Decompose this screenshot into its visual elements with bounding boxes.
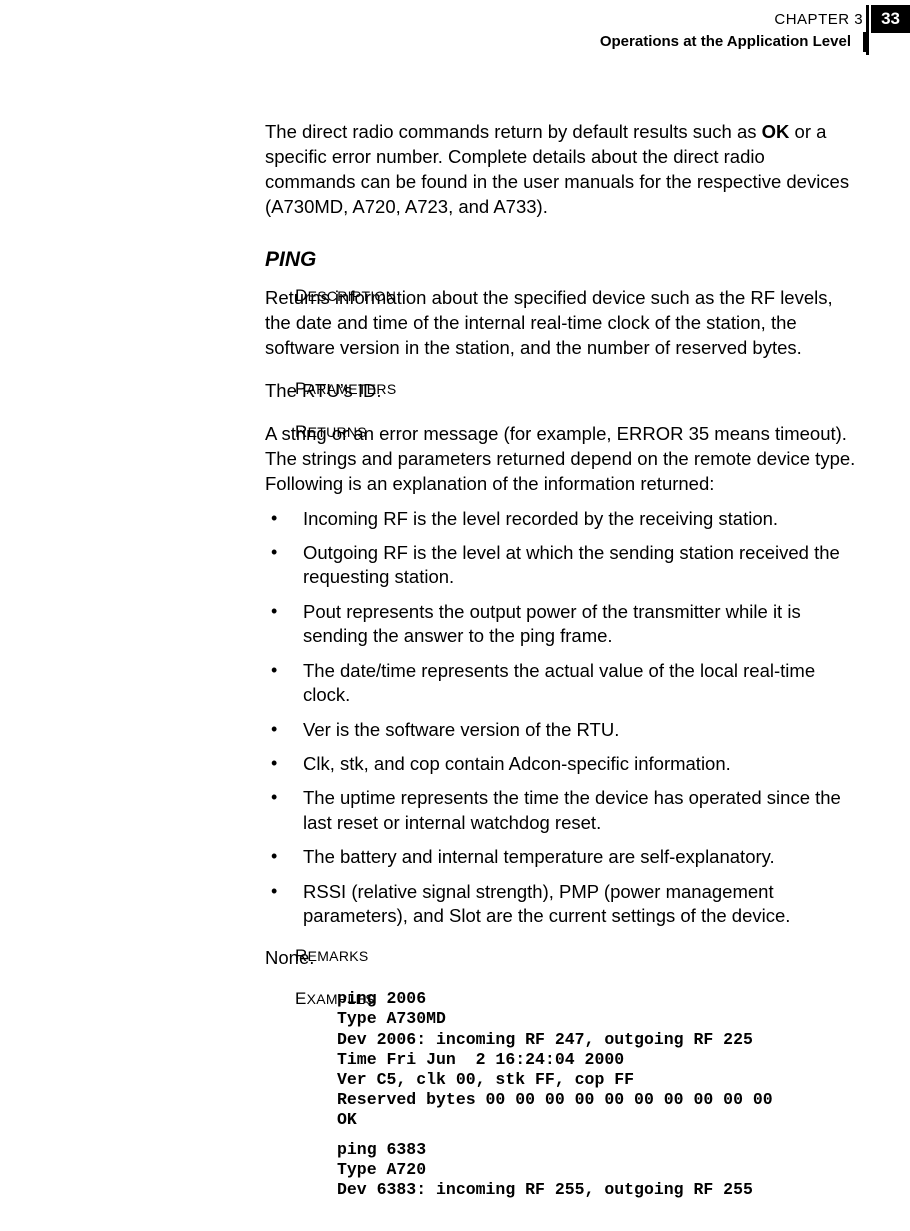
label-text: PARAMETERS: [295, 379, 396, 398]
examples-row: EXAMPLES ping 2006 Type A730MD Dev 2006:…: [265, 989, 860, 1200]
list-item: Incoming RF is the level recorded by the…: [265, 507, 860, 531]
returns-bullets: Incoming RF is the level recorded by the…: [265, 507, 860, 929]
chapter-line: CHAPTER 3 33: [774, 5, 910, 33]
list-item: Pout represents the output power of the …: [265, 600, 860, 649]
parameters-row: PARAMETERS The RTU’s ID.: [265, 379, 860, 404]
section-title: Operations at the Application Level: [600, 32, 866, 52]
page-number: 33: [871, 5, 910, 33]
page: CHAPTER 3 33 Operations at the Applicati…: [0, 0, 910, 1231]
list-item: Outgoing RF is the level at which the se…: [265, 541, 860, 590]
label-text: REMARKS: [295, 946, 369, 965]
ping-heading: PING: [265, 248, 860, 272]
intro-paragraph: The direct radio commands return by defa…: [265, 120, 860, 220]
list-item: Clk, stk, and cop contain Adcon-specific…: [265, 752, 860, 776]
list-item: RSSI (relative signal strength), PMP (po…: [265, 880, 860, 929]
intro-paragraph-row: The direct radio commands return by defa…: [265, 120, 860, 220]
label-text: DESCRIPTION: [295, 286, 396, 305]
examples-label: EXAMPLES: [295, 989, 515, 1009]
list-item: The uptime represents the time the devic…: [265, 786, 860, 835]
list-item: Ver is the software version of the RTU.: [265, 718, 860, 742]
code-gap: [265, 1130, 860, 1140]
description-row: DESCRIPTION Returns information about th…: [265, 286, 860, 361]
list-item: The battery and internal temperature are…: [265, 845, 860, 869]
label-text: EXAMPLES: [295, 989, 375, 1008]
description-label: DESCRIPTION: [295, 286, 515, 306]
label-text: RETURNS: [295, 422, 367, 441]
remarks-row: REMARKS None.: [265, 946, 860, 971]
returns-row: RETURNS A string or an error message (fo…: [265, 422, 860, 929]
remarks-label: REMARKS: [295, 946, 515, 966]
intro-pre: The direct radio commands return by defa…: [265, 121, 762, 142]
parameters-label: PARAMETERS: [295, 379, 515, 399]
content-area: The direct radio commands return by defa…: [0, 120, 910, 1201]
example-code-1: ping 2006 Type A730MD Dev 2006: incoming…: [337, 989, 860, 1130]
list-item: The date/time represents the actual valu…: [265, 659, 860, 708]
chapter-label: CHAPTER 3: [774, 7, 871, 32]
intro-bold-ok: OK: [762, 121, 790, 142]
page-header: CHAPTER 3 33 Operations at the Applicati…: [0, 0, 910, 60]
returns-label: RETURNS: [295, 422, 515, 442]
